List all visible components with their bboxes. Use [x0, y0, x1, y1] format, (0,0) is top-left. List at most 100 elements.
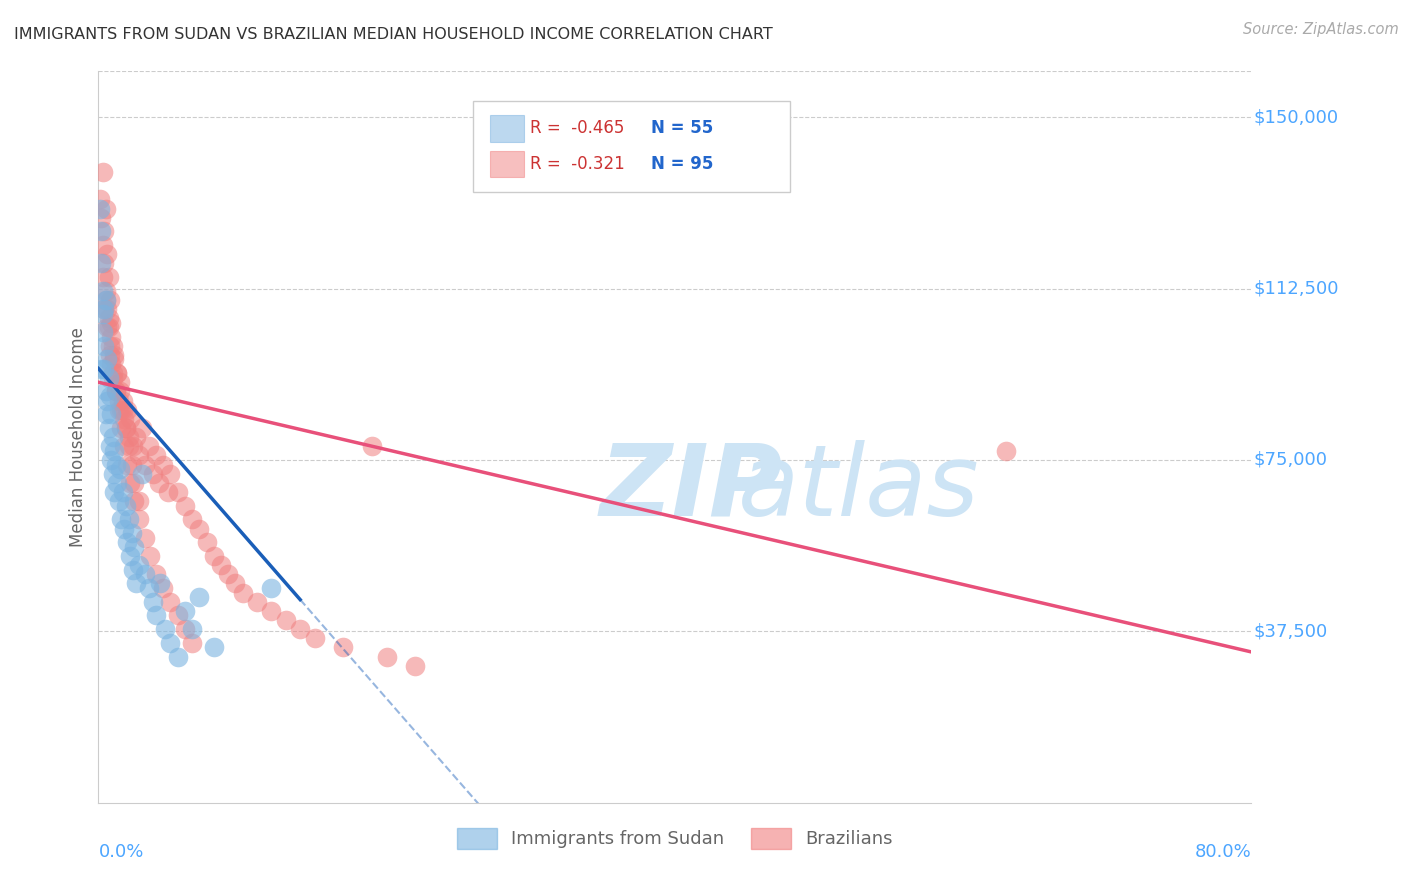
Point: [107, 402, 129, 417]
Text: $37,500: $37,500: [1254, 623, 1327, 640]
Point: [260, 604, 283, 618]
Point: [120, 411, 142, 425]
Text: ZIP: ZIP: [600, 440, 783, 537]
Point: [96, 301, 118, 317]
Point: [224, 576, 246, 591]
Point: [105, 475, 128, 490]
Point: [100, 357, 122, 371]
Point: [93, 224, 115, 238]
Point: [94, 202, 117, 216]
Text: Source: ZipAtlas.com: Source: ZipAtlas.com: [1243, 22, 1399, 37]
Point: [159, 636, 181, 650]
Point: [91, 307, 114, 321]
Point: [117, 402, 139, 417]
Point: [91, 284, 114, 298]
Point: [96, 352, 118, 367]
Point: [112, 411, 135, 425]
Point: [97, 270, 120, 285]
Point: [188, 521, 211, 535]
Point: [134, 567, 156, 582]
Point: [138, 439, 160, 453]
Point: [145, 608, 167, 623]
Point: [98, 338, 121, 352]
Point: [114, 421, 136, 435]
Point: [104, 458, 127, 472]
Point: [101, 338, 124, 352]
Point: [105, 366, 128, 380]
Text: R =  -0.465: R = -0.465: [530, 120, 624, 137]
Point: [108, 375, 131, 389]
Point: [128, 512, 150, 526]
Point: [139, 549, 162, 563]
Text: $112,500: $112,500: [1254, 279, 1339, 298]
Point: [217, 567, 239, 582]
Point: [134, 531, 156, 545]
Point: [166, 608, 188, 623]
Point: [112, 439, 135, 453]
Point: [156, 484, 179, 499]
Point: [93, 256, 115, 270]
Point: [166, 649, 188, 664]
Point: [120, 549, 142, 563]
Point: [100, 316, 122, 330]
Point: [148, 475, 170, 490]
Point: [152, 581, 174, 595]
Point: [104, 384, 127, 399]
Text: $150,000: $150,000: [1254, 108, 1339, 126]
Text: N = 55: N = 55: [651, 120, 713, 137]
Point: [181, 636, 204, 650]
Point: [142, 467, 165, 481]
Point: [995, 443, 1018, 458]
Point: [90, 211, 112, 225]
Point: [128, 494, 150, 508]
Point: [153, 622, 176, 636]
Point: [202, 640, 225, 655]
Point: [125, 576, 148, 591]
Point: [124, 540, 146, 554]
Point: [120, 475, 142, 490]
Point: [117, 535, 139, 549]
Point: [110, 421, 132, 435]
Point: [94, 284, 117, 298]
Point: [93, 301, 115, 317]
Point: [111, 484, 134, 499]
Point: [142, 594, 165, 608]
Point: [114, 499, 136, 513]
Point: [145, 567, 167, 582]
Point: [181, 512, 204, 526]
Point: [103, 443, 125, 458]
Point: [97, 311, 120, 326]
Point: [128, 558, 150, 573]
Point: [98, 293, 121, 307]
Point: [104, 384, 127, 399]
Point: [131, 421, 153, 435]
Point: [107, 393, 129, 408]
Point: [94, 384, 117, 399]
Point: [90, 256, 112, 270]
Point: [98, 389, 121, 403]
Point: [90, 361, 112, 376]
Text: R =  -0.321: R = -0.321: [530, 155, 624, 173]
Point: [118, 439, 141, 453]
Point: [90, 224, 112, 238]
Point: [122, 439, 145, 453]
Point: [209, 558, 232, 573]
Point: [290, 622, 312, 636]
Point: [304, 632, 326, 646]
Point: [405, 658, 427, 673]
Text: atlas: atlas: [738, 440, 980, 537]
Point: [121, 526, 143, 541]
Point: [121, 458, 143, 472]
Text: $75,000: $75,000: [1254, 451, 1327, 469]
Point: [89, 192, 111, 206]
Point: [96, 247, 118, 261]
Point: [112, 521, 135, 535]
Y-axis label: Median Household Income: Median Household Income: [69, 327, 87, 547]
Point: [107, 494, 129, 508]
Point: [101, 366, 124, 380]
FancyBboxPatch shape: [491, 115, 524, 142]
Point: [100, 407, 122, 421]
Point: [93, 361, 115, 376]
Point: [103, 484, 125, 499]
Point: [188, 590, 211, 604]
